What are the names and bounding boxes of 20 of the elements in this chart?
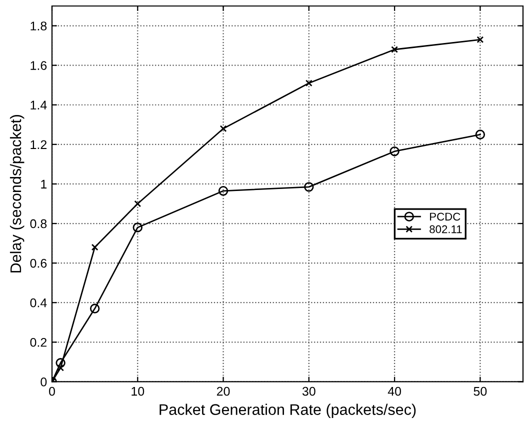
y-tick-label: 0.8 xyxy=(30,219,47,228)
legend-label: 802.11 xyxy=(430,225,462,234)
x-tick-label: 0 xyxy=(49,386,55,396)
y-tick-label: 1.8 xyxy=(30,22,47,30)
legend-label: PCDC xyxy=(430,212,460,221)
y-tick-label: 0.4 xyxy=(30,298,47,308)
y-tick-label: 1 xyxy=(41,180,47,188)
x-axis-title: Packet Generation Rate (packets/sec) xyxy=(160,404,416,418)
y-tick-label: 0.2 xyxy=(30,338,47,347)
y-tick-label: 0.6 xyxy=(30,258,47,268)
x-tick-label: 20 xyxy=(216,386,230,396)
y-tick-label: 1.6 xyxy=(30,61,47,70)
x-tick-label: 30 xyxy=(302,386,316,396)
y-tick-label: 1.4 xyxy=(30,100,47,110)
x-tick-label: 50 xyxy=(474,386,487,396)
y-tick-label: 1.2 xyxy=(30,140,47,149)
x-tick-label: 10 xyxy=(132,386,144,396)
y-tick-label: 0 xyxy=(40,378,47,386)
y-axis-title: Delay (seconds/packet) xyxy=(10,114,24,272)
x-tick-label: 40 xyxy=(388,386,402,396)
